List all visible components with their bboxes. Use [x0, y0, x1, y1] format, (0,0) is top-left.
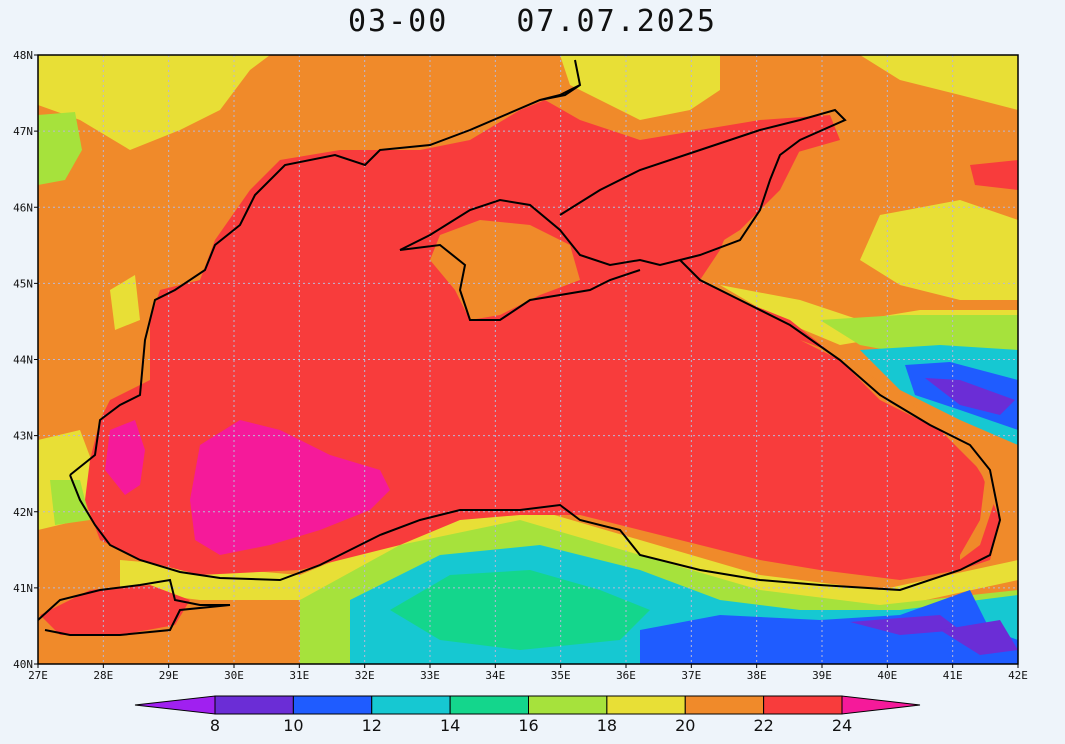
lat-label: 41N	[13, 582, 33, 595]
lon-label: 29E	[159, 669, 179, 682]
colorbar-swatch	[214, 695, 294, 715]
lat-label: 48N	[13, 49, 33, 62]
lon-label: 28E	[93, 669, 113, 682]
field-18-west	[50, 480, 90, 525]
lon-label: 38E	[747, 669, 767, 682]
lon-label: 39E	[812, 669, 832, 682]
lat-label: 42N	[13, 506, 33, 519]
lon-label: 35E	[551, 669, 571, 682]
lon-label: 33E	[420, 669, 440, 682]
coastline-crimea	[69, 198, 1002, 592]
colorbar-label: 22	[753, 716, 773, 735]
colorbar-label: 16	[518, 716, 538, 735]
field-8-southeast	[940, 620, 1018, 655]
lat-label: 46N	[13, 201, 33, 214]
coastline-marmara	[38, 578, 231, 636]
colorbar-label: 20	[675, 716, 695, 735]
colorbar-swatch	[292, 695, 373, 715]
lon-label: 34E	[485, 669, 505, 682]
field-22-east-coast	[800, 340, 995, 560]
field-20-northcentral	[560, 55, 720, 120]
colorbar-extend-low	[134, 695, 216, 715]
colorbar-label: 18	[597, 716, 617, 735]
title-time: 03-00	[348, 4, 449, 39]
field-8-east	[925, 378, 1015, 415]
field-10-southeast	[640, 590, 1018, 664]
field-hot-central	[190, 420, 390, 555]
colorbar-swatch	[449, 695, 529, 715]
coastline-crimea-south	[399, 243, 641, 321]
lon-label: 31E	[289, 669, 309, 682]
title-date: 07.07.2025	[516, 4, 717, 39]
colorbar-label: 12	[362, 716, 382, 735]
colorbar-swatch	[371, 695, 451, 715]
field-24-azov	[560, 140, 800, 255]
colorbar-swatch	[528, 695, 608, 715]
colorbar-label: 24	[832, 716, 852, 735]
lon-label: 40E	[877, 669, 897, 682]
lon-label: 27E	[28, 669, 48, 682]
coastline-azov	[559, 108, 847, 261]
lat-label: 43N	[13, 430, 33, 443]
lon-label: 32E	[355, 669, 375, 682]
coastline-black-sea	[69, 59, 582, 476]
field-20-w-small	[110, 275, 140, 330]
lat-label: 44N	[13, 354, 33, 367]
field-16-south	[390, 570, 650, 650]
field-20-east	[860, 200, 1018, 300]
coastline	[38, 59, 1002, 636]
colorbar: 8 10 12 14 16 18 20 22 24	[134, 695, 921, 735]
field-24-marmara	[40, 585, 190, 635]
lon-label: 37E	[681, 669, 701, 682]
lat-label: 47N	[13, 125, 33, 138]
field-24-east	[970, 160, 1018, 190]
map-title: 03-00 07.07.2025	[0, 4, 1065, 39]
lat-label: 45N	[13, 277, 33, 290]
colorbar-extend-high	[841, 695, 921, 715]
colorbar-label: 8	[210, 716, 220, 735]
lon-label: 30E	[224, 669, 244, 682]
colorbar-swatch	[763, 695, 843, 715]
colorbar-swatch	[684, 695, 765, 715]
colorbar-label: 14	[440, 716, 460, 735]
field-20-north	[38, 55, 270, 150]
field-20-northeast	[860, 55, 1018, 110]
colorbar-label: 10	[283, 716, 303, 735]
latitude-axis-labels: 40N 41N 42N 43N 44N 45N 46N 47N 48N	[13, 49, 38, 671]
lon-label: 36E	[616, 669, 636, 682]
longitude-axis-labels: 27E 28E 29E 30E 31E 32E 33E 34E 35E 36E 37E 38E 39E 4…	[28, 664, 1028, 682]
field-22-crimea	[430, 220, 580, 320]
lon-label: 42E	[1008, 669, 1028, 682]
field-18-northwest	[38, 112, 82, 185]
lon-label: 41E	[943, 669, 963, 682]
field-hot-west	[105, 420, 145, 495]
lat-label: 40N	[13, 658, 33, 671]
field-8-south	[850, 615, 960, 635]
colorbar-swatch	[606, 695, 686, 715]
